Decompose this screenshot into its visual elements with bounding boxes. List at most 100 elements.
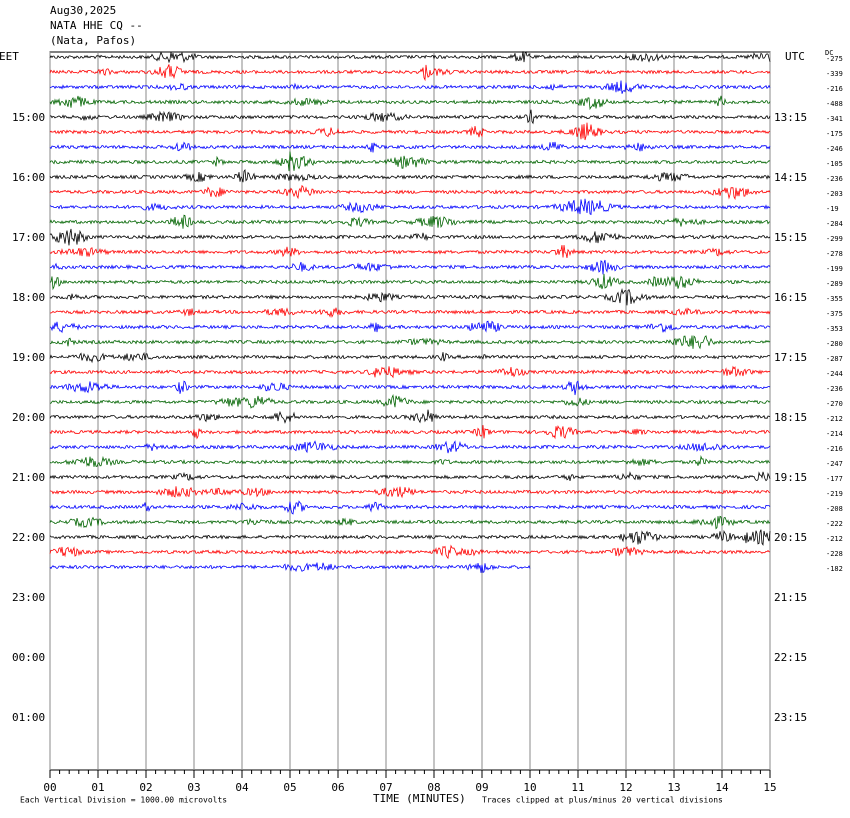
dc-value: -375 — [826, 310, 843, 318]
dc-value: -216 — [826, 85, 843, 93]
left-hour-label: 18:00 — [12, 291, 45, 304]
dc-value: -236 — [826, 385, 843, 393]
dc-value: -175 — [826, 130, 843, 138]
trace — [49, 562, 531, 574]
dc-value: -246 — [826, 145, 843, 153]
x-tick-label: 09 — [475, 781, 488, 794]
dc-value: -355 — [826, 295, 843, 303]
right-hour-label: 21:15 — [774, 591, 807, 604]
trace — [49, 544, 771, 560]
trace — [49, 352, 771, 364]
dc-value: -105 — [826, 160, 843, 168]
trace — [49, 151, 771, 172]
trace — [49, 122, 771, 141]
x-tick-label: 13 — [667, 781, 680, 794]
dc-value: -275 — [826, 55, 843, 63]
left-hour-label: 15:00 — [12, 111, 45, 124]
dc-value: -280 — [826, 340, 843, 348]
right-hour-label: 14:15 — [774, 171, 807, 184]
trace — [49, 471, 771, 482]
trace — [49, 440, 771, 454]
trace — [49, 109, 771, 125]
left-hour-label: 20:00 — [12, 411, 45, 424]
trace — [49, 320, 771, 334]
trace — [49, 380, 771, 396]
right-hour-label: 22:15 — [774, 651, 807, 664]
dc-value: -219 — [826, 490, 843, 498]
trace — [50, 394, 771, 409]
dc-value: -236 — [826, 175, 843, 183]
x-tick-label: 12 — [619, 781, 632, 794]
dc-value: -228 — [826, 550, 843, 558]
trace — [49, 245, 771, 258]
trace — [49, 168, 771, 183]
trace — [49, 198, 771, 216]
dc-value: -289 — [826, 280, 843, 288]
dc-value: -203 — [826, 190, 843, 198]
right-hour-label: 20:15 — [774, 531, 807, 544]
dc-value: -278 — [826, 250, 843, 258]
trace — [49, 486, 771, 499]
right-hour-label: 16:15 — [774, 291, 807, 304]
dc-value: -208 — [826, 505, 843, 513]
x-tick-label: 02 — [139, 781, 152, 794]
trace — [49, 529, 771, 546]
trace — [49, 80, 771, 94]
dc-value: -177 — [826, 475, 843, 483]
trace — [49, 273, 771, 291]
dc-value: -341 — [826, 115, 843, 123]
date: Aug30,2025 — [50, 4, 116, 17]
right-hour-label: 15:15 — [774, 231, 807, 244]
left-hour-label: 01:00 — [12, 711, 45, 724]
trace — [49, 425, 771, 440]
x-tick-label: 05 — [283, 781, 296, 794]
trace — [49, 335, 771, 350]
dc-value: -353 — [826, 325, 843, 333]
dc-value: -19 — [826, 205, 839, 213]
dc-value: -216 — [826, 445, 843, 453]
left-zone: EET — [0, 50, 19, 63]
x-tick-label: 10 — [523, 781, 536, 794]
dc-value: -284 — [826, 220, 843, 228]
dc-value: -270 — [826, 400, 843, 408]
dc-value: -339 — [826, 70, 843, 78]
right-hour-label: 17:15 — [774, 351, 807, 364]
dc-label: DC — [825, 49, 833, 57]
dc-value: -488 — [826, 100, 843, 108]
dc-value: -244 — [826, 370, 843, 378]
right-zone: UTC — [785, 50, 805, 63]
right-hour-label: 18:15 — [774, 411, 807, 424]
station: NATA HHE CQ -- — [50, 19, 143, 32]
dc-value: -214 — [826, 430, 843, 438]
dc-value: -247 — [826, 460, 843, 468]
x-tick-label: 07 — [379, 781, 392, 794]
trace — [49, 214, 771, 229]
trace — [49, 184, 771, 201]
right-hour-label: 19:15 — [774, 471, 807, 484]
right-hour-label: 23:15 — [774, 711, 807, 724]
trace — [49, 500, 771, 515]
x-tick-label: 04 — [235, 781, 249, 794]
trace — [49, 64, 771, 82]
trace — [49, 288, 770, 306]
left-hour-label: 21:00 — [12, 471, 45, 484]
dc-value: -212 — [826, 535, 843, 543]
x-tick-label: 01 — [91, 781, 104, 794]
x-tick-label: 06 — [331, 781, 344, 794]
dc-value: -199 — [826, 265, 843, 273]
trace — [50, 307, 771, 318]
x-tick-label: 15 — [763, 781, 776, 794]
left-hour-label: 00:00 — [12, 651, 45, 664]
left-hour-label: 16:00 — [12, 171, 45, 184]
x-tick-label: 08 — [427, 781, 440, 794]
x-tick-label: 14 — [715, 781, 729, 794]
trace — [49, 409, 771, 424]
x-tick-label: 03 — [187, 781, 200, 794]
x-tick-label: 11 — [571, 781, 584, 794]
dc-value: -222 — [826, 520, 843, 528]
left-hour-label: 23:00 — [12, 591, 45, 604]
clip-note: Traces clipped at plus/minus 20 vertical… — [482, 796, 723, 805]
trace — [50, 259, 771, 275]
trace — [49, 95, 771, 111]
dc-value: -299 — [826, 235, 843, 243]
